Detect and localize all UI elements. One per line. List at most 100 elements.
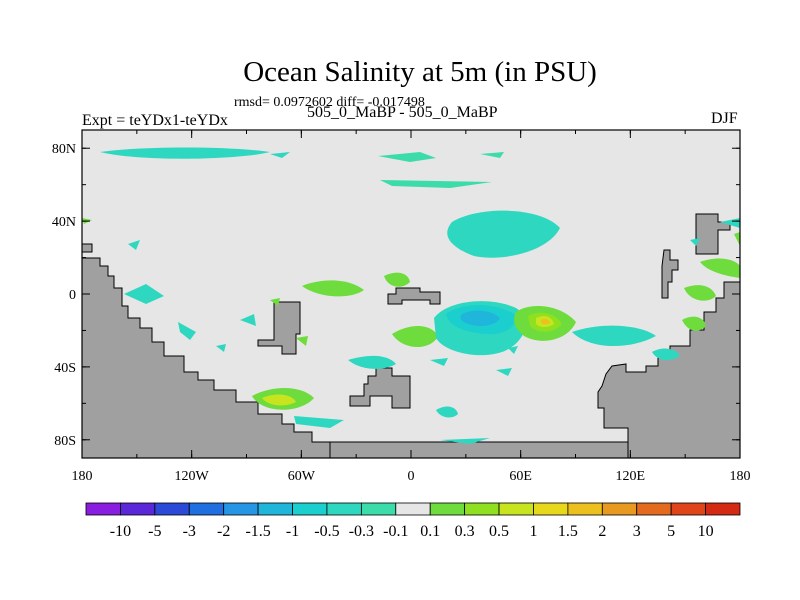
colorbar-label: -2	[217, 523, 230, 540]
colorbar-label: 1	[529, 523, 537, 540]
x-tick-label: 60E	[509, 469, 532, 484]
colorbar-label: 0.1	[420, 523, 440, 540]
land-asia-arm	[661, 249, 679, 299]
colorbar-swatch	[120, 502, 156, 516]
colorbar-swatch	[498, 502, 534, 516]
colorbar-swatch	[533, 502, 569, 516]
y-tick-label: 0	[69, 288, 76, 303]
anomaly-far-east-north	[720, 218, 740, 228]
colorbar-swatch	[85, 502, 121, 516]
colorbar-label: -5	[148, 523, 161, 540]
anomaly-arctic-east3	[480, 152, 504, 158]
colorbar-label: 2	[598, 523, 606, 540]
chart-title: Ocean Salinity at 5m (in PSU)	[243, 56, 597, 88]
land-asia-north	[695, 213, 731, 255]
anomaly-arctic-small	[270, 152, 290, 158]
x-tick-label: 120E	[616, 469, 646, 484]
colorbar-swatch	[601, 502, 638, 516]
anomaly-indian-ocean-east	[572, 325, 656, 347]
colorbar-label: -1	[286, 523, 299, 540]
colorbar-swatch	[464, 502, 500, 516]
anomaly-west-pacific-lower	[682, 316, 706, 331]
anomaly-indian-ocean-spot	[508, 346, 518, 354]
salinity-anomalies	[82, 147, 740, 444]
anomaly-pacific-mid	[178, 322, 196, 340]
anomaly-north-pacific-spot	[690, 238, 700, 246]
y-tick-label: 80S	[54, 434, 76, 449]
colorbar-swatch	[154, 502, 190, 516]
colorbar-swatch	[292, 502, 328, 516]
colorbar-swatch	[705, 502, 741, 516]
anomaly-arctic-band	[100, 147, 270, 159]
anomaly-atlantic-green-a	[384, 272, 410, 287]
anomaly-south-atlantic	[496, 368, 512, 376]
anomaly-atlantic-green-b	[392, 326, 438, 347]
colorbar-swatch	[360, 502, 397, 516]
anomaly-west-pacific-teal	[652, 348, 680, 361]
colorbar-swatch	[257, 502, 293, 516]
chart-subtitle: rmsd= 0.0972602 diff= -0.017498	[234, 95, 425, 110]
anomaly-pacific-spot2	[216, 344, 226, 352]
anomaly-pacific-spot3	[270, 298, 280, 306]
colorbar-label: -0.3	[349, 523, 374, 540]
anomaly-pacific-south-a	[348, 355, 396, 369]
colorbar-label: -0.1	[383, 523, 408, 540]
colorbar-swatch	[395, 502, 431, 516]
x-tick-label: 180	[730, 469, 751, 484]
anomaly-pacific-south-b	[430, 358, 448, 366]
x-tick-label: 180	[72, 469, 93, 484]
experiment-label: Expt = teYDx1-teYDx	[82, 112, 228, 129]
case-label: 505_0_MaBP - 505_0_MaBP	[307, 104, 498, 121]
colorbar-label: 10	[698, 523, 714, 540]
colorbar-swatch	[223, 502, 259, 516]
anomaly-arctic-east	[378, 152, 436, 162]
anomaly-pacific-green	[302, 280, 364, 297]
anomaly-west-pacific-band	[700, 258, 740, 278]
colorbar-swatch	[636, 502, 672, 516]
land-americas	[82, 257, 331, 458]
land-antarctica	[329, 441, 629, 458]
anomaly-west-pacific-green	[684, 285, 716, 301]
colorbar-label: 0.5	[489, 523, 509, 540]
colorbar-label: 0.3	[455, 523, 475, 540]
colorbar-label: -1.5	[245, 523, 270, 540]
anomaly-south-pacific-yellow	[262, 394, 296, 406]
anomaly-pacific-spot	[240, 314, 256, 326]
y-tick-label: 40S	[54, 361, 76, 376]
colorbar-swatch	[567, 502, 603, 516]
land-africa-north	[387, 287, 441, 305]
anomaly-pacific-west	[124, 284, 164, 304]
colorbar-label: -3	[183, 523, 196, 540]
colorbar-label: 1.5	[558, 523, 578, 540]
anomaly-pacific-small	[128, 240, 140, 250]
x-tick-label: 60W	[288, 469, 316, 484]
y-tick-label: 40N	[52, 215, 76, 230]
colorbar-label: 3	[633, 523, 641, 540]
colorbar-label: 5	[667, 523, 675, 540]
axes: 180 120W 60W 0 60E 120E 180 80N 40N 0 40S 80S	[52, 130, 751, 484]
land-west-north-block	[82, 243, 93, 253]
y-tick-label: 80N	[52, 142, 76, 157]
colorbar-swatch	[326, 502, 362, 516]
map-area	[82, 130, 740, 458]
anomaly-south-pacific-band	[294, 416, 344, 428]
colorbar-swatch	[429, 502, 466, 516]
land-south-island	[349, 367, 411, 409]
colorbar-swatch	[670, 502, 706, 516]
colorbar: -10 -5 -3 -2 -1.5 -1 -0.5 -0.3 -0.1 0.1 0.3 0.5 1 1.5…	[85, 502, 741, 540]
anomaly-southern-ocean2	[440, 438, 490, 444]
x-tick-label: 120W	[175, 469, 210, 484]
anomaly-far-east-north2	[734, 232, 740, 246]
anomaly-indian-ocean-orange	[541, 319, 550, 325]
anomaly-north-atlantic	[447, 210, 560, 258]
colorbar-label: -10	[110, 523, 131, 540]
x-tick-label: 0	[408, 469, 415, 484]
colorbar-swatch	[188, 502, 225, 516]
anomaly-west-coast	[296, 336, 308, 346]
land-pacific-island	[257, 301, 301, 355]
anomaly-arctic-east2	[380, 180, 492, 188]
season-label: DJF	[711, 110, 738, 127]
anomaly-southern-ocean	[436, 406, 458, 418]
colorbar-label: -0.5	[314, 523, 339, 540]
